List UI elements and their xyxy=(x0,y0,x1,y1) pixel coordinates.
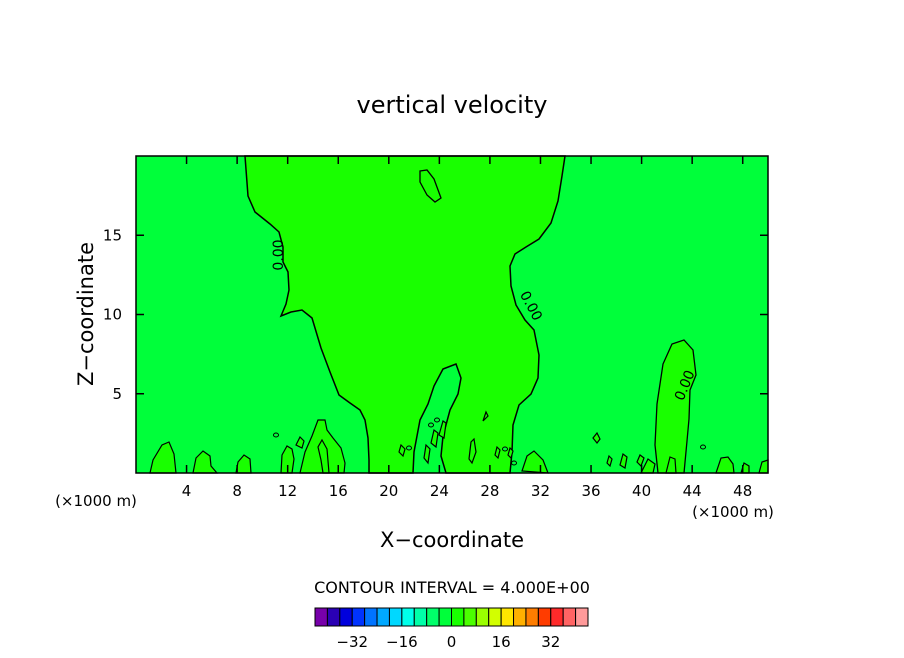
middle-lower-cell-5 xyxy=(468,437,477,465)
colorbar-cell-8 xyxy=(401,607,415,627)
right-lower-cell-3 xyxy=(619,452,628,469)
colorbar-tick-label-2: −16 xyxy=(386,633,418,651)
colorbar-cell-13 xyxy=(463,607,477,627)
colorbar-cell-22 xyxy=(575,607,589,627)
x-axis-label: X−coordinate xyxy=(380,528,524,552)
colorbar-cell-1 xyxy=(314,607,328,627)
colorbar-cell-19 xyxy=(537,607,552,627)
right-lower-cell-1 xyxy=(592,431,601,444)
contour-layer xyxy=(149,155,769,474)
colorbar-cell-10 xyxy=(426,607,440,627)
colorbar-cell-11 xyxy=(438,607,453,627)
contour-main-positive xyxy=(244,155,566,474)
colorbar-tick-label-1: −32 xyxy=(336,633,368,651)
x-tick-label-1: 4 xyxy=(182,482,192,500)
middle-lower-cell-3 xyxy=(430,428,439,449)
contour-label-1: 0.00 xyxy=(271,239,287,270)
x-tick-label-11: 44 xyxy=(683,482,702,500)
x-tick-label-3: 12 xyxy=(278,482,297,500)
chart-title: vertical velocity xyxy=(357,91,548,119)
colorbar-tick-label-5: 32 xyxy=(541,633,560,651)
x-tick-label-5: 20 xyxy=(379,482,398,500)
y-tick-label-1: 5 xyxy=(112,385,122,403)
colorbar-cell-17 xyxy=(513,607,527,627)
x-tick-label-4: 16 xyxy=(329,482,348,500)
colorbar-cell-15 xyxy=(488,607,502,627)
middle-lower-cell-6 xyxy=(482,410,489,422)
contour-speck-7 xyxy=(700,444,706,450)
colorbar-tick-label-3: 0 xyxy=(447,633,457,651)
left-lower-cell-7 xyxy=(295,435,305,449)
x-tick-label-9: 36 xyxy=(581,482,600,500)
contour-interval-note: CONTOUR INTERVAL = 4.000E+00 xyxy=(314,578,590,597)
x-tick-label-2: 8 xyxy=(232,482,242,500)
x-tick-label-8: 32 xyxy=(531,482,550,500)
middle-lower-cell-4 xyxy=(438,420,447,439)
contour-speck-5 xyxy=(502,446,508,452)
colorbar-cell-7 xyxy=(388,607,403,627)
colorbar-cell-6 xyxy=(376,607,390,627)
middle-lower-cell-7 xyxy=(494,445,501,460)
right-lower-cell-4 xyxy=(636,454,645,468)
y-tick-label-2: 10 xyxy=(103,306,122,324)
x-scale-note-left: (×1000 m) xyxy=(55,492,137,510)
middle-lower-cell-8 xyxy=(507,446,514,460)
colorbar-cell-16 xyxy=(500,607,515,627)
contour-right-positive xyxy=(654,339,697,474)
x-tick-label-10: 40 xyxy=(632,482,651,500)
colorbar-cell-2 xyxy=(326,607,341,627)
y-axis-label: Z−coordinate xyxy=(74,242,98,386)
contour-speck-6 xyxy=(511,460,517,466)
y-tick-label-3: 15 xyxy=(103,226,122,244)
right-lower-cell-2 xyxy=(606,454,613,468)
contour-top-positive xyxy=(419,169,442,203)
x-tick-label-6: 24 xyxy=(430,482,449,500)
colorbar-cell-3 xyxy=(339,607,353,627)
colorbar-cell-5 xyxy=(364,607,378,627)
colorbar-cell-18 xyxy=(525,607,539,627)
colorbar: −32 −16 0 16 32 xyxy=(314,607,589,651)
x-scale-note-right: (×1000 m) xyxy=(692,503,774,521)
x-tick-label-12: 48 xyxy=(733,482,752,500)
colorbar-cell-12 xyxy=(451,607,465,627)
middle-lower-cell-2 xyxy=(423,443,431,465)
colorbar-cell-4 xyxy=(351,607,366,627)
middle-lower-cell-1 xyxy=(398,443,406,458)
colorbar-cell-9 xyxy=(413,607,428,627)
contour-speck-4 xyxy=(434,417,440,423)
contour-speck-2 xyxy=(406,445,412,451)
contour-speck-3 xyxy=(428,422,434,428)
contour-speck-1 xyxy=(273,432,279,438)
colorbar-cell-21 xyxy=(562,607,577,627)
colorbar-cell-14 xyxy=(475,607,490,627)
colorbar-cell-20 xyxy=(550,607,564,627)
colorbar-tick-label-4: 16 xyxy=(492,633,511,651)
x-tick-label-7: 28 xyxy=(480,482,499,500)
